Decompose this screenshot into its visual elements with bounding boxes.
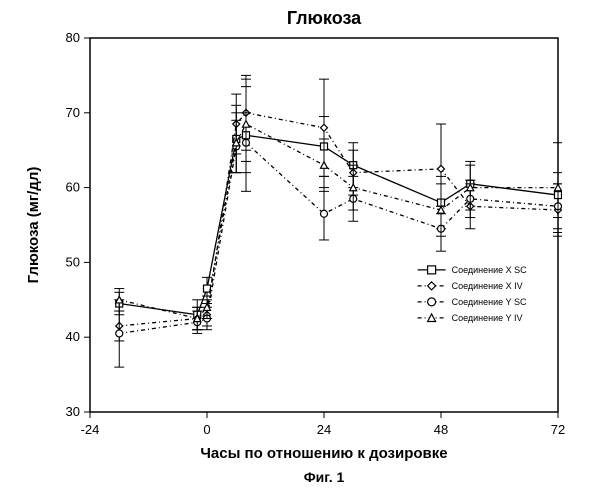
x-axis-label: Часы по отношению к дозировке <box>200 445 447 462</box>
x-tick-label: 0 <box>203 422 210 437</box>
series <box>114 87 563 330</box>
series <box>114 79 563 330</box>
legend-label: Соединение X SC <box>452 265 528 275</box>
chart-title: Глюкоза <box>287 8 362 28</box>
y-tick-label: 40 <box>66 329 80 344</box>
data-marker <box>321 210 328 217</box>
data-marker <box>116 330 123 337</box>
data-marker <box>555 184 562 191</box>
legend-marker <box>428 266 436 274</box>
chart-svg: Глюкоза -24 0 24 48 72 30 40 50 60 70 80 Часы по отн… <box>0 0 589 500</box>
legend-label: Соединение X IV <box>452 281 523 291</box>
x-tick-label: 72 <box>551 422 565 437</box>
legend-marker <box>428 282 436 290</box>
y-axis-label: Глюкоза (мг/дл) <box>25 167 42 284</box>
y-tick-label: 30 <box>66 404 80 419</box>
y-tick-label: 80 <box>66 30 80 45</box>
legend: Соединение X SC Соединение X IV Соединение… <box>418 265 528 323</box>
chart-root: { "chart": { "type": "line-scatter-error… <box>0 0 589 500</box>
x-tick-label: -24 <box>81 422 100 437</box>
legend-label: Соединение Y IV <box>452 313 523 323</box>
figure-caption: Фиг. 1 <box>304 469 345 485</box>
x-tick-label: 24 <box>317 422 331 437</box>
data-marker <box>321 124 328 131</box>
y-tick-label: 60 <box>66 180 80 195</box>
legend-marker <box>428 298 436 306</box>
x-tick-label: 48 <box>434 422 448 437</box>
legend-label: Соединение Y SC <box>452 297 527 307</box>
y-tick-label: 50 <box>66 254 80 269</box>
data-marker <box>321 162 328 169</box>
data-marker <box>243 121 250 128</box>
y-tick-label: 70 <box>66 105 80 120</box>
